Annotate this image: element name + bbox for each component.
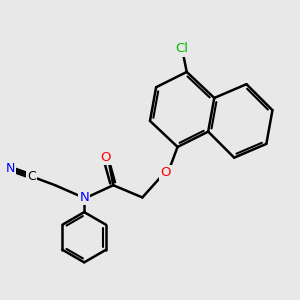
Text: N: N	[79, 191, 89, 204]
Text: O: O	[100, 151, 111, 164]
Text: Cl: Cl	[176, 43, 189, 56]
Text: O: O	[160, 167, 171, 179]
Text: C: C	[27, 169, 36, 182]
Text: N: N	[6, 163, 15, 176]
